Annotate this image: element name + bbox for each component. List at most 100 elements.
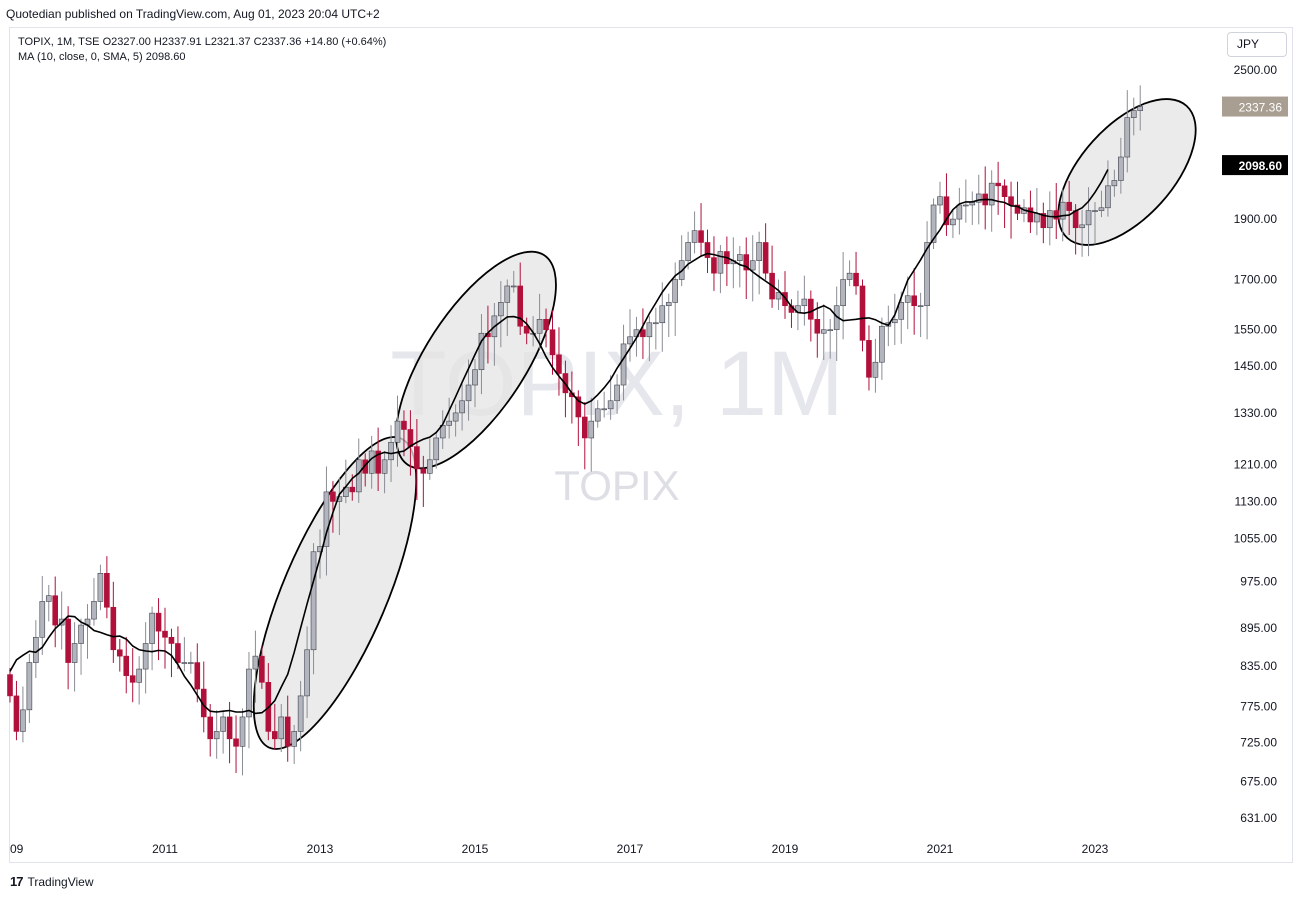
candle: [420, 455, 427, 507]
candle-body: [937, 196, 943, 206]
y-tick-label: 835.00: [1240, 659, 1277, 673]
candle-body: [52, 595, 59, 626]
footer-brand[interactable]: 17 TradingView: [10, 874, 94, 889]
candle: [1066, 180, 1072, 236]
y-tick-label: 1450.00: [1234, 359, 1278, 373]
candle-body: [155, 612, 162, 632]
x-tick-label: 09: [10, 842, 24, 856]
watermark-sub: TOPIX: [554, 462, 679, 509]
candle-body: [459, 400, 465, 414]
candle: [284, 695, 291, 762]
candle-body: [698, 230, 704, 243]
ma-legend: MA (10, close, 0, SMA, 5) 2098.60: [18, 51, 186, 63]
candle-body: [175, 643, 181, 663]
candle-body: [995, 182, 1001, 187]
candle-body: [420, 468, 427, 474]
candle: [401, 410, 407, 457]
candle: [969, 191, 976, 225]
y-tick-label: 1130.00: [1235, 494, 1278, 508]
candle-body: [465, 384, 472, 402]
candle: [575, 390, 582, 447]
candle: [769, 245, 775, 308]
x-tick-label: 2011: [152, 842, 178, 856]
candle: [523, 317, 530, 345]
candle: [33, 620, 39, 678]
publisher-line: Quotedian published on TradingView.com, …: [6, 7, 380, 21]
candle-body: [866, 340, 872, 378]
candle-body: [498, 302, 504, 317]
candle: [162, 607, 168, 669]
candle: [846, 260, 853, 287]
candle: [20, 686, 26, 743]
candle-body: [271, 731, 278, 740]
x-tick-label: 2021: [927, 842, 954, 856]
candle-body: [375, 450, 381, 474]
x-tick-label: 2023: [1082, 842, 1109, 856]
candle-body: [575, 396, 582, 418]
candle: [271, 703, 278, 750]
candle: [123, 636, 130, 694]
candle-body: [988, 182, 995, 206]
candle-body: [814, 319, 821, 334]
candle: [304, 626, 310, 719]
candle-body: [1014, 204, 1021, 214]
candle: [1001, 179, 1008, 229]
y-tick-label: 975.00: [1240, 575, 1277, 589]
candle: [323, 466, 330, 576]
candle: [827, 318, 834, 359]
candle: [194, 643, 201, 703]
candle-body: [129, 675, 136, 683]
candle-body: [297, 695, 304, 732]
candle-body: [239, 716, 246, 747]
candle-body: [614, 384, 620, 402]
candle-body: [504, 285, 511, 303]
y-tick-label: 1700.00: [1234, 273, 1278, 287]
candle-body: [252, 655, 259, 670]
candle-body: [704, 242, 711, 258]
candle: [1098, 190, 1105, 218]
candle-body: [756, 242, 762, 261]
candle-body: [426, 459, 433, 474]
candle-body: [194, 662, 201, 690]
highlight-ellipse-1: [252, 436, 418, 750]
candle: [459, 383, 465, 431]
candle: [239, 708, 246, 776]
candle: [246, 651, 252, 749]
candle: [478, 314, 485, 395]
candle: [659, 282, 666, 352]
candle: [724, 236, 730, 286]
candle: [801, 275, 808, 326]
ma-value-label: 2098.60: [1239, 159, 1283, 173]
candle-body: [1098, 207, 1105, 211]
candle-body: [246, 668, 252, 718]
candle: [672, 262, 679, 336]
candle: [808, 290, 814, 342]
candle-body: [1046, 210, 1053, 229]
candle-body: [181, 662, 188, 664]
candle: [749, 235, 756, 302]
candle-body: [672, 279, 679, 303]
candle-body: [801, 298, 808, 307]
candle: [640, 308, 646, 359]
candle-body: [323, 491, 330, 547]
currency-button[interactable]: JPY: [1227, 32, 1287, 57]
candle: [1124, 90, 1131, 173]
candle-body: [917, 305, 924, 308]
candle: [1118, 137, 1124, 194]
candle: [394, 395, 401, 467]
candle-body: [310, 551, 317, 651]
candle-body: [368, 450, 375, 474]
candle: [1092, 201, 1098, 245]
candle: [226, 701, 233, 764]
candle: [736, 245, 743, 288]
candle-body: [149, 612, 155, 644]
candle: [330, 481, 336, 533]
candle-body: [685, 242, 691, 261]
candle: [594, 400, 601, 428]
candle-body: [1092, 210, 1098, 212]
y-tick-label: 1055.00: [1234, 532, 1278, 546]
y-tick-label: 2500.00: [1234, 63, 1278, 77]
candle-body: [1079, 224, 1085, 229]
candle-body: [1001, 185, 1008, 197]
